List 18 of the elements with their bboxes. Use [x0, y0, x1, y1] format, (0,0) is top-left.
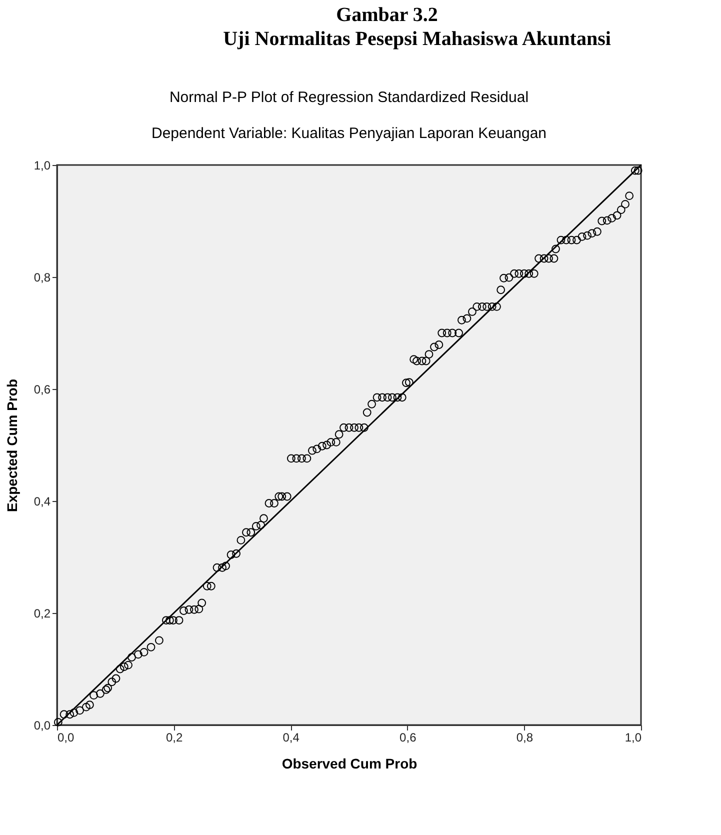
x-tick-label: 1,0	[624, 730, 642, 744]
text: Uji Normalitas Pesepsi Mahasiswa Akuntansi	[223, 28, 612, 50]
chart-subtitle: Dependent Variable: Kualitas Penyajian Laporan Keuangan	[151, 125, 547, 142]
x-tick-label: 0,6	[400, 730, 417, 744]
x-tick-label: 0,0	[58, 730, 75, 744]
chart-title: Normal P-P Plot of Regression Standardized Residual	[169, 89, 529, 106]
y-tick-label: 1,0	[34, 158, 51, 172]
x-tick-label: 0,4	[282, 730, 300, 744]
y-tick-label: 0,8	[34, 270, 51, 284]
y-tick-label: 0,6	[34, 382, 51, 396]
y-tick-label: 0,0	[34, 718, 51, 732]
y-axis-title: Expected Cum Prob	[4, 378, 20, 512]
x-axis-title: Observed Cum Prob	[282, 756, 418, 772]
x-tick-label: 0,8	[516, 730, 534, 744]
y-tick-label: 0,2	[34, 606, 51, 620]
y-tick-label: 0,4	[34, 494, 51, 508]
text: Gambar 3.2	[336, 4, 438, 26]
x-tick-label: 0,2	[166, 730, 183, 744]
